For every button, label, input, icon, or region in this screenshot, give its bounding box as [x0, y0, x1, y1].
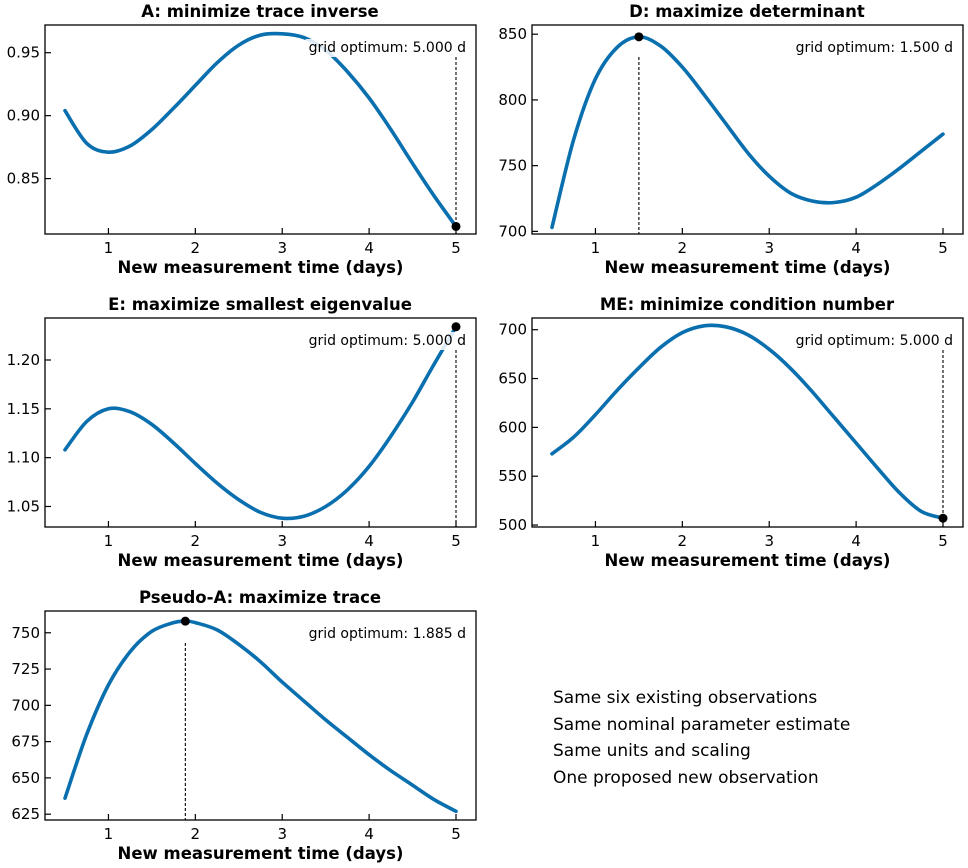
x-axis-label: New measurement time (days) [118, 258, 404, 277]
x-axis-label: New measurement time (days) [605, 258, 891, 277]
optimum-annotation: grid optimum: 5.000 d [796, 333, 953, 349]
optimum-annotation: grid optimum: 1.500 d [796, 40, 953, 56]
x-tick-label: 4 [364, 825, 374, 843]
chart-panel: E: maximize smallest eigenvalue 1 2 3 4 5 1.05… [7, 295, 477, 570]
y-tick-label: 600 [498, 418, 527, 436]
optimum-annotation: grid optimum: 1.885 d [309, 626, 466, 642]
x-tick-label: 2 [191, 239, 201, 257]
x-axis-label: New measurement time (days) [118, 551, 404, 570]
y-tick-label: 1.05 [7, 497, 40, 515]
x-tick-label: 5 [451, 532, 461, 550]
note-line-4: One proposed new observation [553, 768, 819, 788]
chart-panels: A: minimize trace inverse 1 2 3 4 5 0.85 0.90 0.… [7, 2, 964, 863]
panel-title: D: maximize determinant [629, 2, 865, 21]
optimum-marker [180, 616, 190, 626]
plot-frame [531, 24, 964, 235]
optimum-annotation: grid optimum: 5.000 d [309, 333, 466, 349]
optimum-marker [451, 221, 461, 231]
y-tick-label: 0.90 [7, 107, 40, 125]
x-tick-label: 2 [191, 532, 201, 550]
y-tick-label: 500 [498, 516, 527, 534]
chart-panel: ME: minimize condition number 1 2 3 4 5 500 550… [498, 295, 964, 570]
x-tick-label: 1 [104, 239, 114, 257]
chart-panel: A: minimize trace inverse 1 2 3 4 5 0.85 0.90 0.… [7, 2, 477, 277]
x-tick-label: 1 [591, 239, 601, 257]
annotation-backdrop [792, 39, 956, 57]
x-tick-label: 2 [191, 825, 201, 843]
x-tick-label: 4 [364, 532, 374, 550]
series-line [63, 31, 458, 229]
x-tick-label: 2 [678, 532, 688, 550]
optimum-marker [634, 32, 644, 42]
panel-title: ME: minimize condition number [600, 295, 895, 314]
y-tick-label: 700 [11, 696, 40, 714]
x-tick-label: 3 [277, 532, 287, 550]
plot-frame [44, 610, 477, 821]
plot-frame [531, 317, 964, 528]
series-line [550, 323, 945, 520]
x-tick-label: 4 [364, 239, 374, 257]
chart-panel: Pseudo-A: maximize trace 1 2 3 4 5 625 650 675 70… [11, 588, 477, 863]
y-tick-label: 1.20 [7, 351, 40, 369]
x-tick-label: 5 [451, 825, 461, 843]
x-tick-label: 4 [851, 532, 861, 550]
series-line [550, 35, 945, 230]
y-tick-label: 0.85 [7, 170, 40, 188]
note-line-3: Same units and scaling [553, 741, 751, 761]
y-tick-label: 700 [498, 222, 527, 240]
x-tick-label: 1 [104, 532, 114, 550]
y-tick-label: 675 [11, 733, 40, 751]
optimum-marker [938, 513, 948, 523]
y-tick-label: 0.95 [7, 44, 40, 62]
x-tick-label: 5 [938, 532, 948, 550]
y-tick-label: 650 [11, 769, 40, 787]
panel-title: Pseudo-A: maximize trace [139, 588, 381, 607]
x-tick-label: 3 [764, 532, 774, 550]
y-tick-label: 550 [498, 467, 527, 485]
annotation-backdrop [305, 332, 469, 350]
optimum-marker [451, 322, 461, 332]
y-tick-label: 850 [498, 25, 527, 43]
x-tick-label: 3 [277, 239, 287, 257]
notes-block: Same six existing observations Same nomi… [553, 688, 850, 788]
series-line [63, 619, 458, 814]
y-tick-label: 725 [11, 660, 40, 678]
annotation-backdrop [792, 332, 956, 350]
y-tick-label: 800 [498, 91, 527, 109]
y-tick-label: 750 [11, 624, 40, 642]
plot-frame [44, 317, 477, 528]
optimum-annotation: grid optimum: 5.000 d [309, 40, 466, 56]
chart-panel: D: maximize determinant 1 2 3 4 5 700 750 800 850… [498, 2, 964, 277]
x-tick-label: 1 [591, 532, 601, 550]
y-tick-label: 1.10 [7, 449, 40, 467]
x-tick-label: 3 [277, 825, 287, 843]
y-tick-label: 700 [498, 321, 527, 339]
annotation-backdrop [305, 39, 469, 57]
panel-title: A: minimize trace inverse [141, 2, 378, 21]
note-line-2: Same nominal parameter estimate [553, 715, 850, 735]
x-tick-label: 2 [678, 239, 688, 257]
x-tick-label: 5 [451, 239, 461, 257]
y-tick-label: 1.15 [7, 400, 40, 418]
x-tick-label: 5 [938, 239, 948, 257]
y-tick-label: 625 [11, 805, 40, 823]
x-tick-label: 4 [851, 239, 861, 257]
plot-frame [44, 24, 477, 235]
panel-title: E: maximize smallest eigenvalue [108, 295, 412, 314]
x-axis-label: New measurement time (days) [605, 551, 891, 570]
x-axis-label: New measurement time (days) [118, 844, 404, 863]
note-line-1: Same six existing observations [553, 688, 817, 708]
y-tick-label: 750 [498, 157, 527, 175]
y-tick-label: 650 [498, 370, 527, 388]
x-tick-label: 1 [104, 825, 114, 843]
series-line [63, 325, 458, 521]
annotation-backdrop [305, 625, 469, 643]
x-tick-label: 3 [764, 239, 774, 257]
